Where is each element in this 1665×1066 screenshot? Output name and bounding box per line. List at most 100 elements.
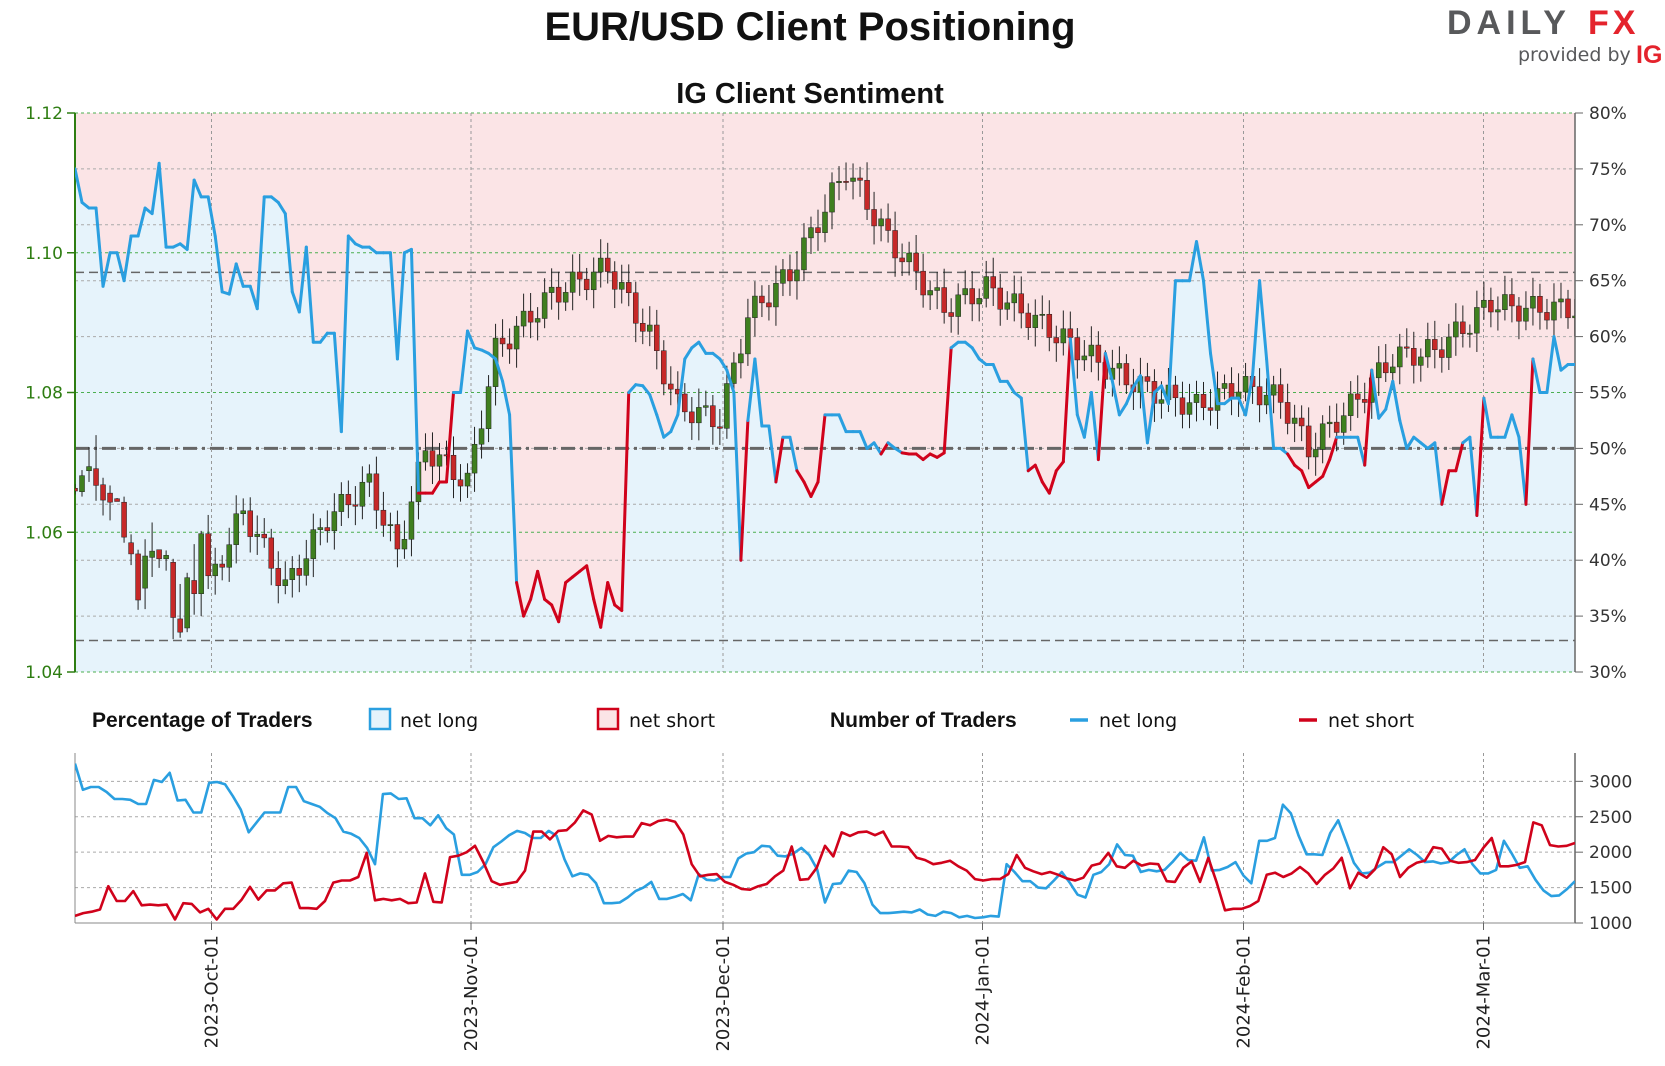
left-axis-tick-label: 1.06 — [25, 523, 63, 543]
candle-body — [815, 227, 821, 233]
candle-body — [485, 386, 492, 429]
candle-body — [1067, 328, 1074, 338]
candle-body — [75, 487, 78, 492]
sentiment-segment — [339, 234, 350, 434]
candle-body — [801, 237, 807, 271]
candle-body — [1032, 314, 1039, 328]
candle-body — [1319, 423, 1326, 450]
candle-body — [780, 269, 786, 284]
candle-body — [163, 555, 169, 560]
sentiment-segment — [1054, 460, 1065, 473]
candle-body — [177, 618, 183, 633]
candle-body — [1004, 302, 1010, 310]
sentiment-segment — [1524, 357, 1535, 506]
candle-body — [1039, 313, 1046, 316]
sentiment-segment — [1545, 335, 1556, 394]
legend-number-title: Number of Traders — [830, 709, 1017, 732]
sentiment-segment — [648, 393, 659, 417]
candle-body — [843, 181, 849, 183]
sentiment-segment — [697, 340, 708, 355]
candle-body — [219, 563, 225, 568]
sentiment-segment — [620, 391, 631, 613]
sentiment-segment — [1328, 435, 1339, 462]
candle-body — [745, 317, 751, 355]
sentiment-segment — [1187, 240, 1198, 283]
candle-body — [1081, 355, 1088, 361]
candle-body — [303, 558, 310, 576]
sentiment-segment — [1356, 435, 1367, 467]
right-axis-tick-label: 70% — [1589, 216, 1627, 236]
sentiment-segment — [725, 368, 736, 394]
sentiment-segment — [1300, 469, 1311, 490]
candle-body — [352, 504, 359, 507]
right-axis-tick-label: 80% — [1589, 104, 1627, 124]
candle-body — [345, 494, 352, 506]
candle-body — [1467, 332, 1473, 335]
sentiment-segment — [409, 247, 420, 495]
brand-provided-by: provided by — [1518, 44, 1631, 66]
sentiment-segment — [802, 480, 813, 498]
sentiment-segment — [1370, 368, 1381, 420]
candle-body — [1502, 294, 1508, 310]
left-axis-tick-label: 1.10 — [25, 244, 63, 264]
candle-body — [611, 271, 618, 290]
candle-body — [247, 510, 253, 537]
candle-body — [191, 580, 197, 594]
sentiment-segment — [1517, 435, 1528, 506]
candle-body — [724, 383, 730, 429]
sentiment-segment — [297, 245, 308, 314]
candle-body — [212, 563, 218, 577]
sentiment-segment — [206, 195, 217, 238]
candle-body — [871, 209, 877, 227]
sentiment-segment — [1202, 279, 1213, 355]
sentiment-segment — [1510, 413, 1521, 439]
sentiment-segment — [1082, 391, 1093, 439]
candle-body — [857, 177, 863, 181]
candle-body — [359, 481, 366, 507]
candle-body — [1572, 315, 1575, 319]
sentiment-segment — [290, 290, 301, 314]
legend-net-long-label: net long — [400, 710, 478, 732]
date-tick-label: 2023-Dec-01 — [713, 935, 734, 1052]
sentiment-segment — [627, 383, 638, 394]
candle-body — [1404, 346, 1410, 349]
candle-body — [555, 286, 562, 303]
sentiment-segment — [1398, 418, 1409, 450]
candle-body — [597, 257, 604, 273]
candle-body — [1046, 313, 1053, 338]
candle-body — [822, 211, 828, 233]
sentiment-segment — [1265, 357, 1276, 450]
sentiment-segment — [304, 245, 315, 344]
candle-body — [184, 577, 190, 629]
candle-body — [864, 180, 870, 210]
sentiment-segment — [536, 569, 547, 601]
sentiment-segment — [753, 357, 764, 428]
candle-body — [401, 539, 408, 550]
sentiment-segment — [774, 435, 785, 484]
candle-body — [128, 542, 134, 555]
sentiment-segment — [592, 597, 603, 629]
candle-body — [436, 454, 443, 467]
sentiment-segment — [816, 413, 827, 484]
candle-body — [1418, 356, 1424, 366]
chart-title: EUR/USD Client Positioning — [544, 5, 1075, 49]
sentiment-segment — [276, 200, 287, 216]
candle-body — [1446, 336, 1452, 358]
candle-body — [282, 579, 289, 586]
candle-body — [1488, 299, 1494, 313]
candle-body — [1018, 293, 1025, 314]
candle-body — [794, 269, 800, 282]
candle-body — [261, 533, 268, 539]
sentiment-segment — [213, 234, 224, 294]
sentiment-segment — [94, 206, 105, 288]
candle-body — [969, 288, 975, 305]
sentiment-segment — [1124, 385, 1135, 406]
right-axis-tick-label: 65% — [1589, 272, 1627, 292]
candle-body — [506, 343, 513, 350]
candle-body — [1207, 407, 1214, 411]
sentiment-segment — [115, 251, 126, 283]
candle-body — [107, 492, 113, 503]
candle-body — [1123, 363, 1130, 386]
sentiment-segment — [494, 357, 505, 383]
right-axis-tick-label: 75% — [1589, 160, 1627, 180]
